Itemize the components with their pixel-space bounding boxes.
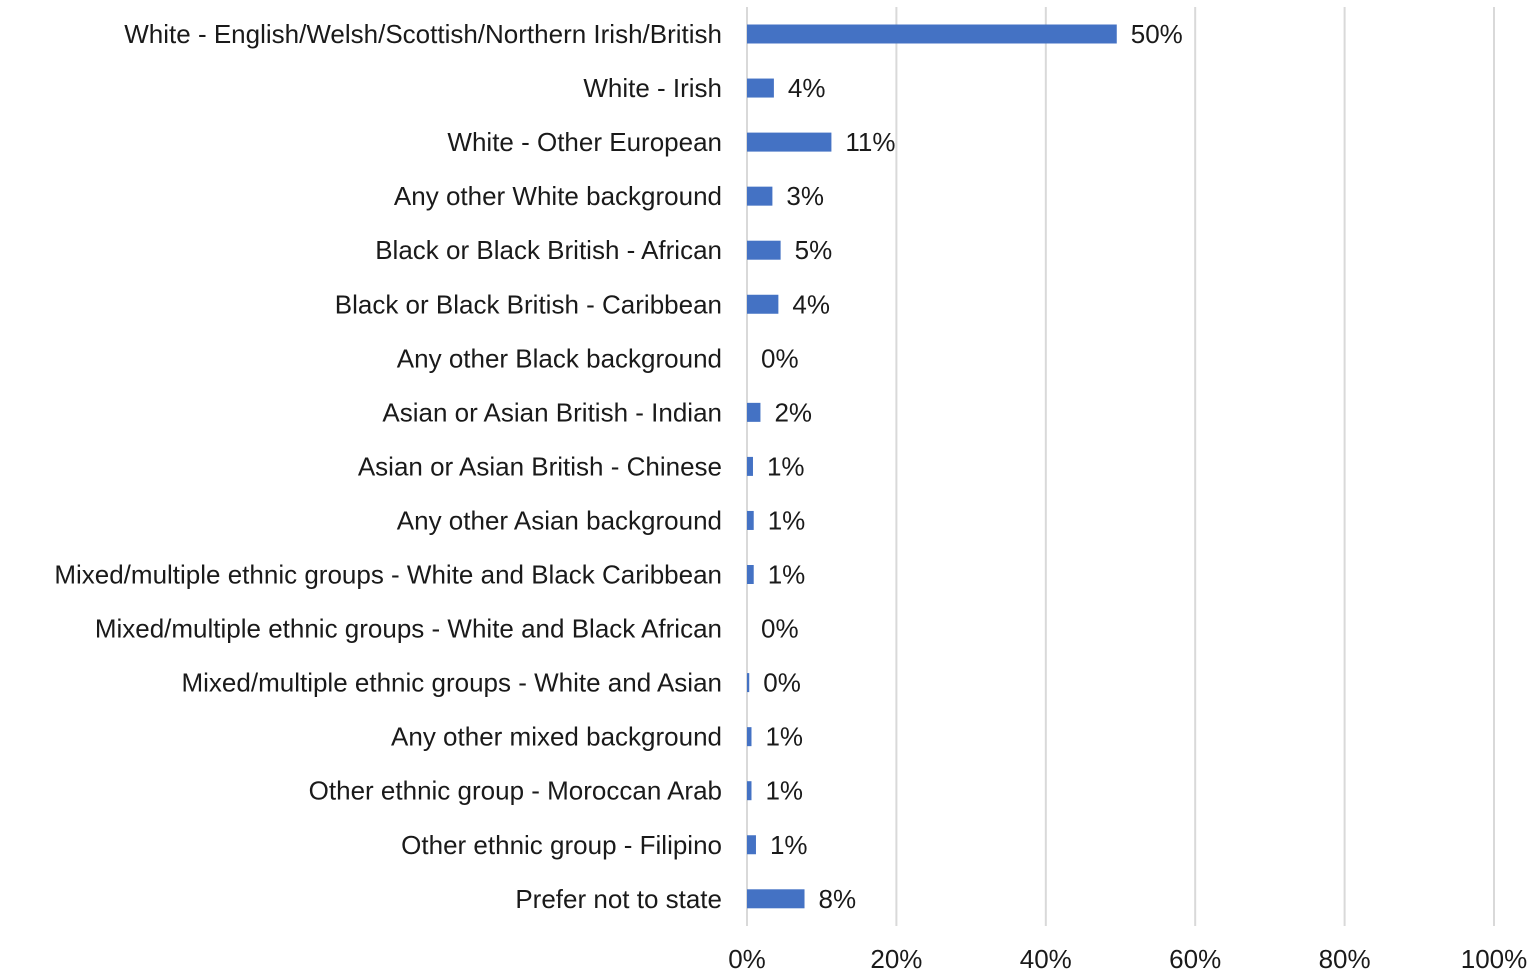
bar [747, 565, 754, 584]
bar [747, 510, 754, 530]
data-label: 8% [819, 884, 857, 914]
data-label: 50% [1131, 19, 1183, 49]
data-label: 1% [767, 451, 805, 481]
bar [747, 24, 1117, 44]
data-label: 1% [770, 830, 808, 860]
data-label: 11% [845, 127, 895, 157]
x-tick-label: 60% [1169, 944, 1221, 973]
category-label: White - Other European [447, 127, 722, 157]
bar [747, 727, 752, 747]
data-label: 3% [786, 181, 824, 211]
x-tick-label: 0% [728, 944, 766, 973]
data-label: 0% [763, 668, 801, 698]
bar [747, 835, 756, 855]
data-label: 1% [768, 560, 806, 590]
bar [747, 186, 773, 206]
data-label: 2% [774, 397, 812, 427]
category-label: Any other Black background [397, 343, 722, 373]
category-label: Prefer not to state [515, 884, 722, 914]
category-label: Any other mixed background [391, 722, 722, 752]
category-label: White - English/Welsh/Scottish/Northern … [124, 19, 722, 49]
bar [747, 294, 779, 314]
data-label: 4% [788, 73, 826, 103]
bar [747, 781, 752, 801]
x-tick-label: 40% [1020, 944, 1072, 973]
bar [747, 673, 750, 693]
bars [747, 24, 1117, 909]
data-label: 1% [765, 722, 803, 752]
x-tick-label: 100% [1461, 944, 1528, 973]
x-axis-tick-labels: 0% 20% 40% 60% 80% 100% [728, 944, 1527, 973]
data-label: 1% [768, 505, 806, 535]
category-label: Any other White background [394, 181, 722, 211]
x-tick-label: 80% [1319, 944, 1371, 973]
data-label: 0% [761, 614, 799, 644]
category-label: Other ethnic group - Moroccan Arab [309, 776, 722, 806]
category-label: Other ethnic group - Filipino [401, 830, 722, 860]
category-label: Black or Black British - African [375, 235, 722, 265]
data-label: 5% [795, 235, 833, 265]
category-labels: White - English/Welsh/Scottish/Northern … [54, 19, 722, 914]
bar [747, 78, 774, 98]
data-label: 4% [792, 289, 830, 319]
data-labels: 50% 4% 11% 3% 5% 4% 0% 2% 1% 1% 1% 0% 0% 1% 1% 1% 8% [761, 19, 1183, 914]
category-label: Any other Asian background [397, 505, 722, 535]
category-label: Asian or Asian British - Chinese [358, 451, 722, 481]
x-tick-label: 20% [870, 944, 922, 973]
bar [747, 240, 781, 260]
gridlines [746, 7, 1495, 926]
category-label: Mixed/multiple ethnic groups - White and… [54, 560, 722, 590]
bar [747, 456, 753, 476]
category-label: Mixed/multiple ethnic groups - White and… [182, 668, 723, 698]
bar [747, 402, 761, 422]
category-label: White - Irish [583, 73, 722, 103]
bar [747, 132, 832, 152]
data-label: 0% [761, 343, 799, 373]
category-label: Black or Black British - Caribbean [335, 289, 722, 319]
category-label: Mixed/multiple ethnic groups - White and… [95, 614, 722, 644]
data-label: 1% [765, 776, 803, 806]
category-label: Asian or Asian British - Indian [382, 397, 722, 427]
bar [747, 889, 805, 909]
